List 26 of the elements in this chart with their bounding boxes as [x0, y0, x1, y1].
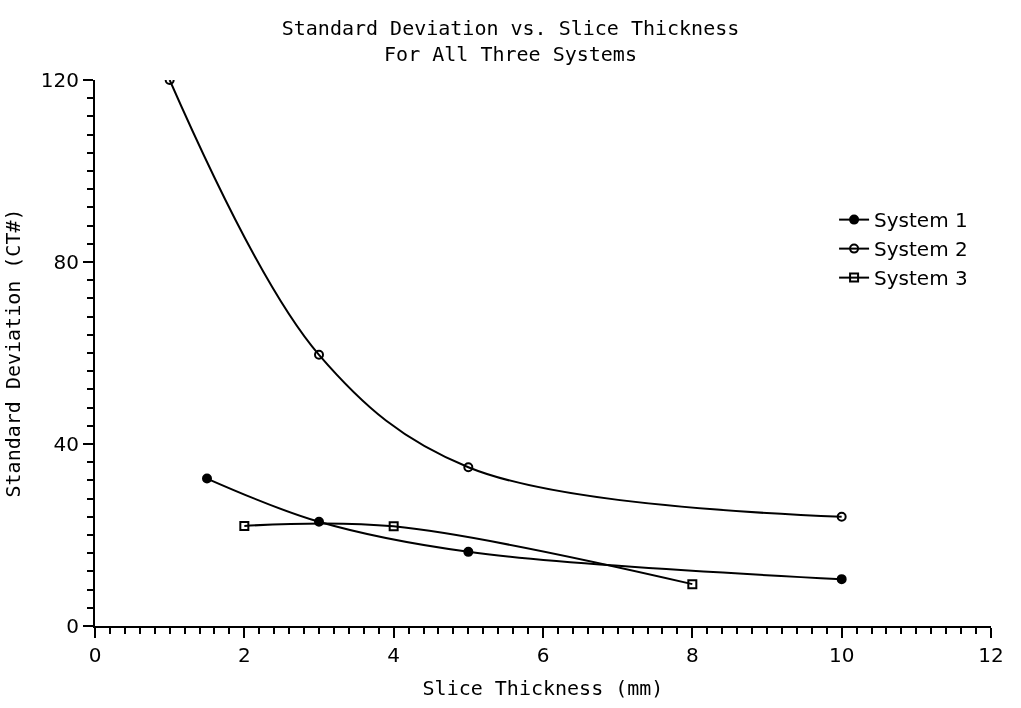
point — [239, 520, 250, 531]
x-tick-label: 2 — [237, 643, 251, 667]
legend-label: System 2 — [874, 237, 968, 262]
point — [463, 546, 474, 557]
legend-label: System 1 — [874, 208, 968, 233]
y-tick-label: 80 — [53, 250, 79, 274]
x-tick-label: 8 — [685, 643, 699, 667]
point — [202, 473, 212, 484]
x-axis-title: Slice Thickness (mm) — [422, 676, 664, 700]
legend-label: System 3 — [874, 266, 968, 291]
x-tick-label: 6 — [536, 643, 550, 667]
y-axis-title: Standard Deviation (CT#) — [0, 208, 25, 498]
x-tick-label: 10 — [828, 643, 855, 667]
point — [388, 521, 399, 532]
point — [463, 462, 474, 473]
x-tick-label: 4 — [387, 643, 401, 667]
point — [836, 511, 847, 522]
point — [314, 349, 324, 360]
chart-title: Standard Deviation vs. Slice Thickness For All Three Systems — [281, 16, 740, 67]
y-tick-label: 120 — [40, 68, 79, 92]
y-tick-label: 40 — [53, 432, 79, 456]
point — [836, 574, 847, 585]
x-tick-label: 12 — [978, 643, 1004, 667]
y-tick-label: 0 — [66, 614, 79, 638]
x-tick-label: 0 — [88, 643, 102, 667]
point — [687, 579, 698, 590]
